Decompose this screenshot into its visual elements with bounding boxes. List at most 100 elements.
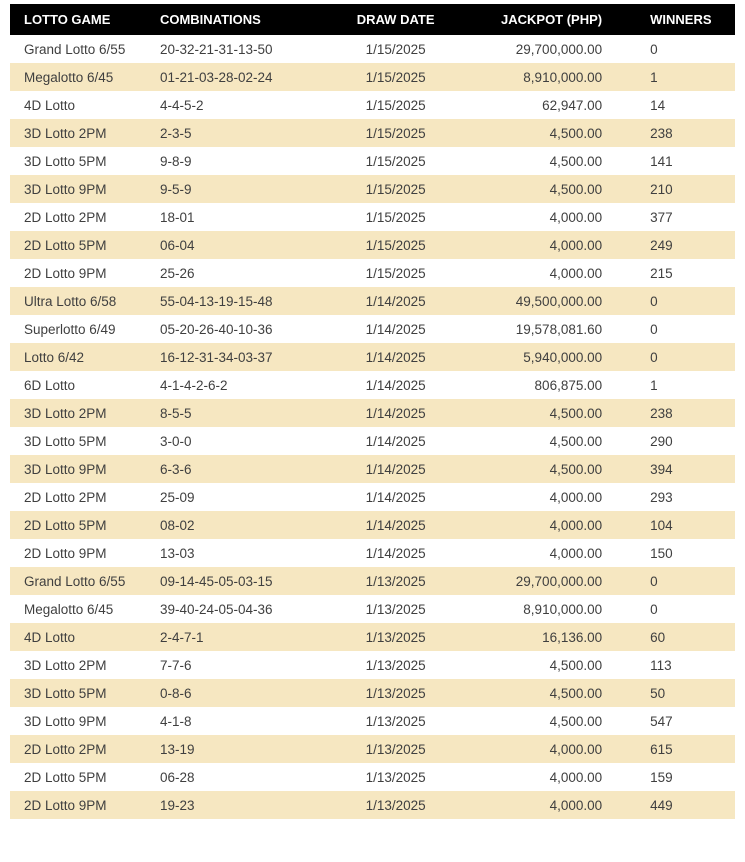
cell-date: 1/14/2025 <box>334 511 457 539</box>
cell-winners: 0 <box>632 35 735 63</box>
table-row: 3D Lotto 2PM8-5-51/14/20254,500.00238 <box>10 399 735 427</box>
cell-date: 1/13/2025 <box>334 567 457 595</box>
cell-game: 2D Lotto 2PM <box>10 483 154 511</box>
table-row: 3D Lotto 9PM6-3-61/14/20254,500.00394 <box>10 455 735 483</box>
cell-winners: 104 <box>632 511 735 539</box>
cell-game: Grand Lotto 6/55 <box>10 35 154 63</box>
cell-jackpot: 4,500.00 <box>457 679 632 707</box>
cell-jackpot: 4,500.00 <box>457 147 632 175</box>
cell-date: 1/14/2025 <box>334 483 457 511</box>
cell-date: 1/13/2025 <box>334 623 457 651</box>
cell-game: 3D Lotto 5PM <box>10 147 154 175</box>
lotto-results-table: LOTTO GAME COMBINATIONS DRAW DATE JACKPO… <box>10 4 735 819</box>
cell-jackpot: 4,000.00 <box>457 791 632 819</box>
cell-winners: 377 <box>632 203 735 231</box>
table-row: 3D Lotto 2PM2-3-51/15/20254,500.00238 <box>10 119 735 147</box>
cell-game: Grand Lotto 6/55 <box>10 567 154 595</box>
cell-winners: 0 <box>632 287 735 315</box>
cell-game: 2D Lotto 2PM <box>10 735 154 763</box>
cell-winners: 0 <box>632 343 735 371</box>
cell-winners: 215 <box>632 259 735 287</box>
cell-combo: 4-1-4-2-6-2 <box>154 371 334 399</box>
cell-combo: 13-19 <box>154 735 334 763</box>
cell-game: 3D Lotto 2PM <box>10 651 154 679</box>
cell-date: 1/14/2025 <box>334 539 457 567</box>
cell-jackpot: 16,136.00 <box>457 623 632 651</box>
cell-combo: 25-09 <box>154 483 334 511</box>
table-row: 2D Lotto 9PM13-031/14/20254,000.00150 <box>10 539 735 567</box>
cell-game: 6D Lotto <box>10 371 154 399</box>
cell-winners: 293 <box>632 483 735 511</box>
cell-combo: 2-4-7-1 <box>154 623 334 651</box>
cell-winners: 238 <box>632 119 735 147</box>
cell-combo: 55-04-13-19-15-48 <box>154 287 334 315</box>
cell-combo: 20-32-21-31-13-50 <box>154 35 334 63</box>
cell-jackpot: 8,910,000.00 <box>457 63 632 91</box>
cell-date: 1/15/2025 <box>334 35 457 63</box>
cell-jackpot: 5,940,000.00 <box>457 343 632 371</box>
col-header-game: LOTTO GAME <box>10 4 154 35</box>
cell-game: Ultra Lotto 6/58 <box>10 287 154 315</box>
table-row: 3D Lotto 5PM9-8-91/15/20254,500.00141 <box>10 147 735 175</box>
table-row: 2D Lotto 9PM25-261/15/20254,000.00215 <box>10 259 735 287</box>
cell-winners: 210 <box>632 175 735 203</box>
cell-winners: 50 <box>632 679 735 707</box>
cell-winners: 249 <box>632 231 735 259</box>
cell-date: 1/15/2025 <box>334 259 457 287</box>
table-row: 3D Lotto 9PM9-5-91/15/20254,500.00210 <box>10 175 735 203</box>
cell-date: 1/13/2025 <box>334 763 457 791</box>
cell-combo: 08-02 <box>154 511 334 539</box>
table-row: 3D Lotto 2PM7-7-61/13/20254,500.00113 <box>10 651 735 679</box>
cell-winners: 60 <box>632 623 735 651</box>
cell-date: 1/14/2025 <box>334 399 457 427</box>
col-header-winners: WINNERS <box>632 4 735 35</box>
cell-game: 2D Lotto 2PM <box>10 203 154 231</box>
cell-game: 3D Lotto 9PM <box>10 175 154 203</box>
table-row: Megalotto 6/4501-21-03-28-02-241/15/2025… <box>10 63 735 91</box>
cell-jackpot: 4,000.00 <box>457 539 632 567</box>
cell-combo: 0-8-6 <box>154 679 334 707</box>
cell-jackpot: 4,000.00 <box>457 763 632 791</box>
cell-jackpot: 4,500.00 <box>457 399 632 427</box>
cell-combo: 06-28 <box>154 763 334 791</box>
cell-winners: 0 <box>632 315 735 343</box>
cell-combo: 13-03 <box>154 539 334 567</box>
cell-combo: 18-01 <box>154 203 334 231</box>
cell-jackpot: 29,700,000.00 <box>457 35 632 63</box>
table-row: 2D Lotto 9PM19-231/13/20254,000.00449 <box>10 791 735 819</box>
cell-jackpot: 4,000.00 <box>457 511 632 539</box>
cell-combo: 3-0-0 <box>154 427 334 455</box>
cell-combo: 05-20-26-40-10-36 <box>154 315 334 343</box>
cell-date: 1/14/2025 <box>334 455 457 483</box>
cell-jackpot: 4,000.00 <box>457 483 632 511</box>
cell-winners: 547 <box>632 707 735 735</box>
table-row: Superlotto 6/4905-20-26-40-10-361/14/202… <box>10 315 735 343</box>
table-row: Grand Lotto 6/5509-14-45-05-03-151/13/20… <box>10 567 735 595</box>
table-row: Ultra Lotto 6/5855-04-13-19-15-481/14/20… <box>10 287 735 315</box>
cell-combo: 7-7-6 <box>154 651 334 679</box>
cell-date: 1/15/2025 <box>334 91 457 119</box>
cell-game: Megalotto 6/45 <box>10 63 154 91</box>
table-row: Lotto 6/4216-12-31-34-03-371/14/20255,94… <box>10 343 735 371</box>
cell-jackpot: 29,700,000.00 <box>457 567 632 595</box>
cell-game: Lotto 6/42 <box>10 343 154 371</box>
cell-jackpot: 4,500.00 <box>457 651 632 679</box>
cell-combo: 8-5-5 <box>154 399 334 427</box>
table-row: Megalotto 6/4539-40-24-05-04-361/13/2025… <box>10 595 735 623</box>
table-row: 2D Lotto 2PM18-011/15/20254,000.00377 <box>10 203 735 231</box>
cell-winners: 238 <box>632 399 735 427</box>
table-row: 6D Lotto4-1-4-2-6-21/14/2025806,875.001 <box>10 371 735 399</box>
cell-date: 1/13/2025 <box>334 791 457 819</box>
table-row: 2D Lotto 5PM08-021/14/20254,000.00104 <box>10 511 735 539</box>
table-row: 2D Lotto 2PM13-191/13/20254,000.00615 <box>10 735 735 763</box>
cell-jackpot: 62,947.00 <box>457 91 632 119</box>
cell-game: 3D Lotto 2PM <box>10 399 154 427</box>
cell-jackpot: 49,500,000.00 <box>457 287 632 315</box>
cell-game: 3D Lotto 2PM <box>10 119 154 147</box>
cell-game: 3D Lotto 9PM <box>10 455 154 483</box>
cell-jackpot: 4,500.00 <box>457 455 632 483</box>
cell-game: 3D Lotto 9PM <box>10 707 154 735</box>
cell-date: 1/14/2025 <box>334 315 457 343</box>
cell-winners: 394 <box>632 455 735 483</box>
cell-date: 1/15/2025 <box>334 175 457 203</box>
